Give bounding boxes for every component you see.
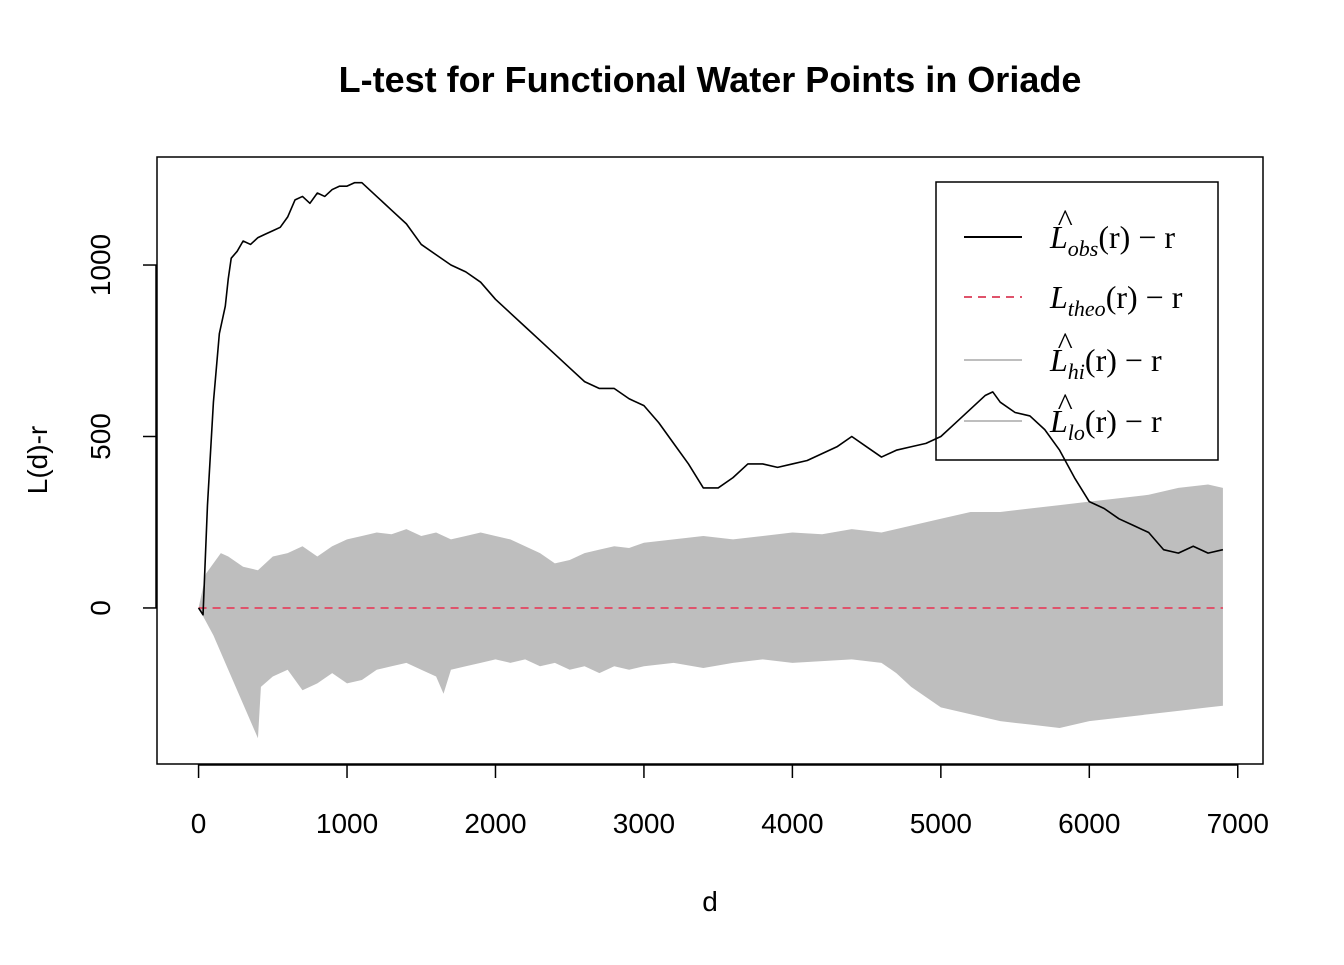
legend-hat-mark: ^ — [1057, 325, 1073, 361]
legend-hat-mark: ^ — [1057, 386, 1073, 422]
x-tick-label: 5000 — [910, 808, 972, 839]
envelope-layer — [198, 484, 1223, 739]
x-tick-label: 6000 — [1058, 808, 1120, 839]
series-layer — [197, 181, 1224, 616]
y-tick-label: 1000 — [85, 234, 116, 296]
x-axis-label: d — [702, 886, 718, 917]
chart-title: L-test for Functional Water Points in Or… — [339, 59, 1082, 100]
legend-label-lo: Llo(r) − r — [1049, 403, 1162, 445]
x-tick-label: 3000 — [613, 808, 675, 839]
envelope-band — [198, 484, 1223, 739]
x-tick-label: 7000 — [1207, 808, 1269, 839]
x-tick-label: 2000 — [464, 808, 526, 839]
y-axis: 0 500 1000 — [85, 234, 157, 616]
legend-box — [935, 181, 1219, 461]
y-tick-label: 0 — [85, 600, 116, 616]
y-axis-label: L(d)-r — [22, 426, 53, 494]
x-axis: 0 1000 2000 3000 4000 5000 6000 7000 — [191, 764, 1269, 839]
legend-label-theo: Ltheo(r) − r — [1049, 279, 1183, 321]
x-tick-label: 0 — [191, 808, 207, 839]
series-obs-line — [197, 181, 1224, 616]
plot-frame — [156, 156, 1264, 765]
legend-entry-obs: Lobs(r) − r^ — [964, 202, 1175, 261]
x-tick-label: 1000 — [316, 808, 378, 839]
legend-hat-mark: ^ — [1057, 202, 1073, 238]
legend-entry-theo: Ltheo(r) − r — [964, 279, 1183, 321]
x-tick-label: 4000 — [761, 808, 823, 839]
legend-entry-lo: Llo(r) − r^ — [964, 386, 1162, 445]
legend-entry-hi: Lhi(r) − r^ — [964, 325, 1162, 384]
legend-label-obs: Lobs(r) − r — [1049, 219, 1175, 261]
y-tick-label: 500 — [85, 413, 116, 460]
legend-label-hi: Lhi(r) − r — [1049, 342, 1162, 384]
